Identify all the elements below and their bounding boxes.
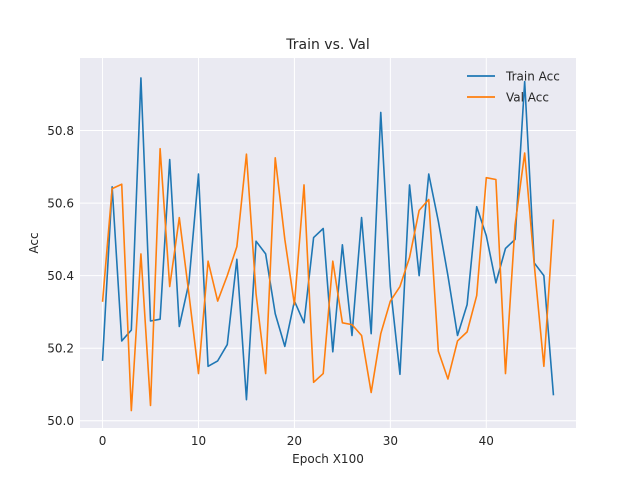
y-tick-label: 50.4 <box>47 269 74 283</box>
y-tick-label: 50.2 <box>47 342 74 356</box>
legend-label-val-acc: Val Acc <box>506 91 549 105</box>
chart-title: Train vs. Val <box>285 37 369 53</box>
grid <box>80 58 576 428</box>
x-tick-label: 20 <box>287 434 302 448</box>
series-lines <box>101 77 555 412</box>
x-tick-labels: 0 10 20 30 40 <box>99 434 494 448</box>
x-tick-label: 0 <box>99 434 107 448</box>
series-line-val-acc <box>101 147 555 412</box>
y-axis-label: Acc <box>27 232 41 253</box>
legend: Train Acc Val Acc <box>467 70 560 105</box>
y-tick-label: 50.6 <box>47 197 74 211</box>
legend-label-train-acc: Train Acc <box>505 70 560 84</box>
x-axis-label: Epoch X100 <box>292 452 364 466</box>
y-tick-label: 50.0 <box>47 414 74 428</box>
x-tick-label: 40 <box>479 434 494 448</box>
y-tick-labels: 50.0 50.2 50.4 50.6 50.8 <box>47 124 74 428</box>
x-tick-label: 30 <box>383 434 398 448</box>
plot-area <box>80 58 576 428</box>
series-line-train-acc <box>101 77 555 401</box>
x-tick-label: 10 <box>191 434 206 448</box>
y-tick-label: 50.8 <box>47 124 74 138</box>
